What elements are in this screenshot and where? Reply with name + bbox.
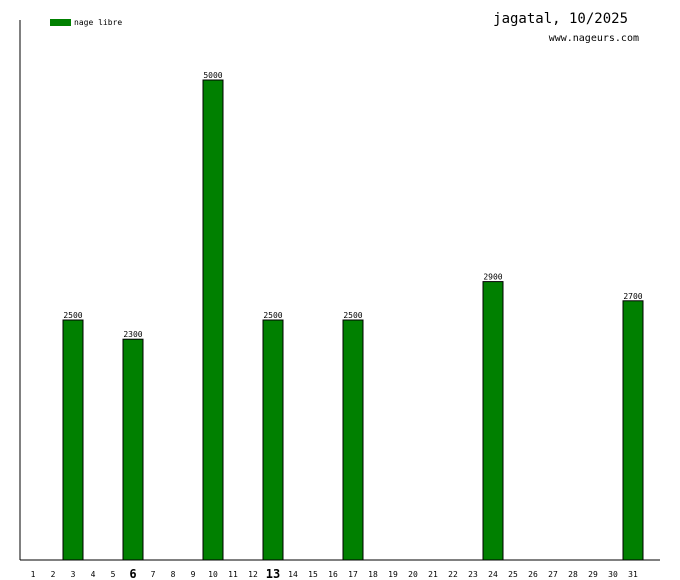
bar-day-31 — [622, 300, 644, 561]
x-tick-label-22: 22 — [448, 570, 458, 579]
legend-label-nage-libre: nage libre — [74, 18, 122, 27]
x-tick-label-15: 15 — [308, 570, 318, 579]
value-label-day-13: 2500 — [263, 311, 282, 320]
bar-day-24 — [482, 281, 504, 561]
bar-day-10 — [202, 79, 224, 561]
x-tick-label-8: 8 — [171, 570, 176, 579]
bar-day-13 — [262, 319, 284, 561]
value-label-day-24: 2900 — [483, 273, 502, 282]
x-tick-label-4: 4 — [91, 570, 96, 579]
x-tick-label-23: 23 — [468, 570, 478, 579]
value-label-day-3: 2500 — [63, 311, 82, 320]
value-label-day-31: 2700 — [623, 292, 642, 301]
x-tick-label-28: 28 — [568, 570, 578, 579]
bar-day-3 — [62, 319, 84, 561]
chart-axes — [19, 20, 660, 561]
x-tick-label-24: 24 — [488, 570, 498, 579]
value-label-day-17: 2500 — [343, 311, 362, 320]
chart-title: jagatal, 10/2025 — [493, 11, 628, 27]
legend: nage libre — [50, 18, 122, 27]
bar-day-6 — [122, 338, 144, 561]
x-tick-label-2: 2 — [51, 570, 56, 579]
x-tick-label-18: 18 — [368, 570, 378, 579]
x-tick-label-19: 19 — [388, 570, 398, 579]
x-tick-label-16: 16 — [328, 570, 338, 579]
legend-swatch-nage-libre — [50, 19, 71, 26]
x-tick-label-14: 14 — [288, 570, 298, 579]
x-tick-label-21: 21 — [428, 570, 438, 579]
x-tick-label-31: 31 — [628, 570, 638, 579]
x-tick-label-5: 5 — [111, 570, 116, 579]
value-label-day-10: 5000 — [203, 71, 222, 80]
value-labels-group: 2500 2300 5000 2500 2500 2900 2700 — [63, 71, 642, 339]
value-label-day-6: 2300 — [123, 330, 142, 339]
x-tick-label-1: 1 — [31, 570, 36, 579]
x-tick-label-13: 13 — [266, 567, 280, 580]
x-tick-label-20: 20 — [408, 570, 418, 579]
x-tick-label-12: 12 — [248, 570, 258, 579]
x-tick-label-25: 25 — [508, 570, 518, 579]
x-tick-label-17: 17 — [348, 570, 358, 579]
x-tick-label-29: 29 — [588, 570, 598, 579]
x-tick-label-9: 9 — [191, 570, 196, 579]
x-tick-label-27: 27 — [548, 570, 558, 579]
x-tick-label-10: 10 — [208, 570, 218, 579]
x-tick-label-6: 6 — [129, 567, 136, 580]
bars-group — [62, 79, 644, 561]
bar-day-17 — [342, 319, 364, 561]
chart-subtitle: www.nageurs.com — [549, 33, 639, 44]
x-tick-label-26: 26 — [528, 570, 538, 579]
x-tick-label-3: 3 — [71, 570, 76, 579]
x-tick-labels-group: 1 2 3 4 5 6 7 8 9 10 11 12 13 14 15 16 17 18 19 20 21 22 23 24 2… — [31, 567, 638, 580]
x-tick-label-11: 11 — [228, 570, 238, 579]
x-tick-label-30: 30 — [608, 570, 618, 579]
x-tick-label-7: 7 — [151, 570, 156, 579]
